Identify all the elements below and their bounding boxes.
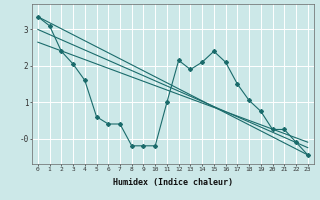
X-axis label: Humidex (Indice chaleur): Humidex (Indice chaleur) [113,178,233,187]
